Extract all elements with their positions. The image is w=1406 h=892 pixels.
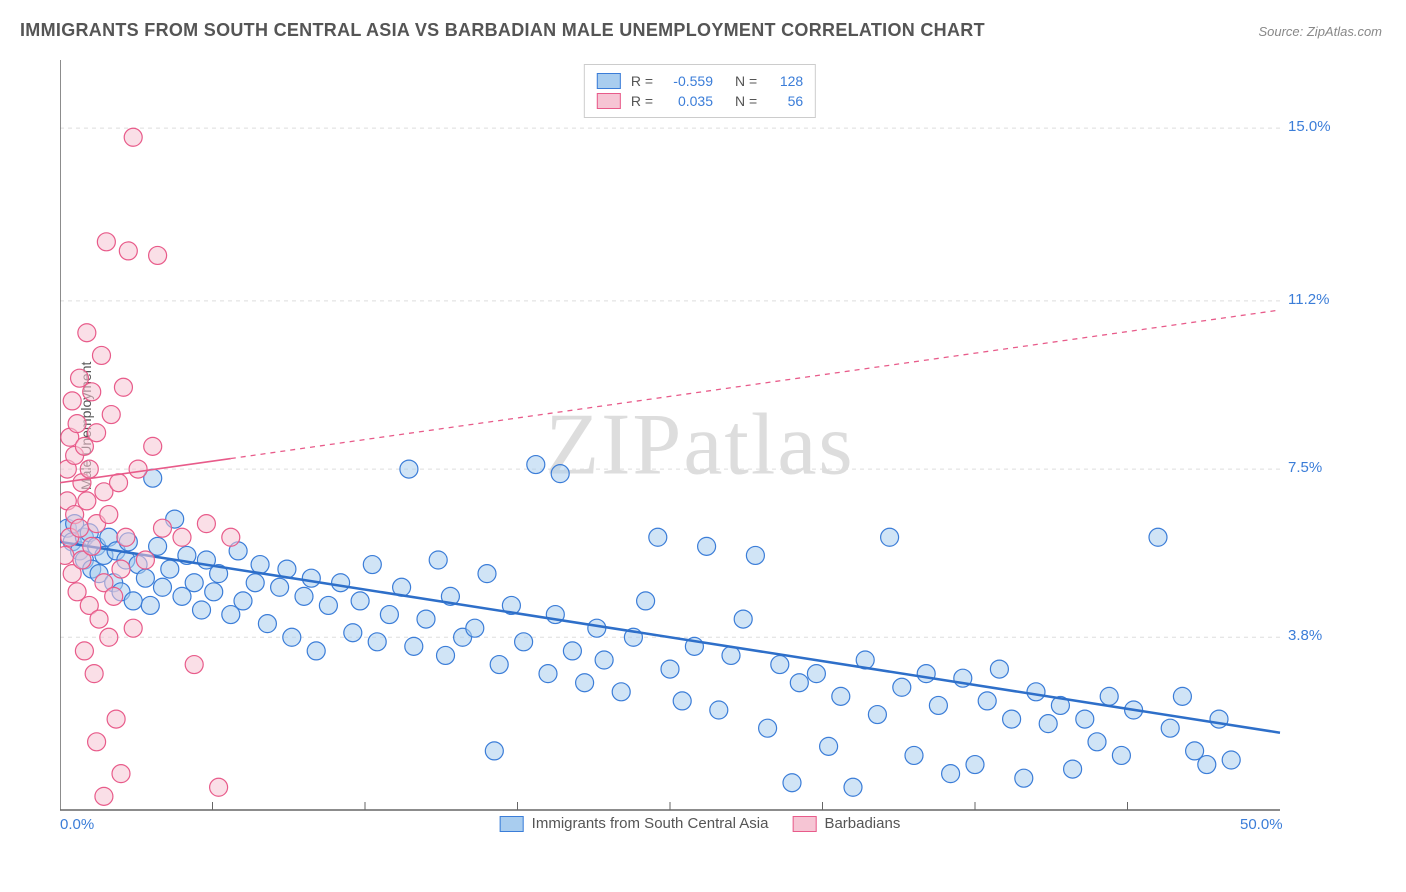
legend-stats-box: R = -0.559 N = 128 R = 0.035 N = 56: [584, 64, 816, 118]
y-tick-label: 15.0%: [1288, 118, 1331, 135]
r-value: 0.035: [663, 93, 713, 109]
chart-area: Male Unemployment ZIPatlas R =-0.559N =1…: [60, 60, 1340, 840]
legend-item: Immigrants from South Central Asia: [500, 815, 769, 832]
legend-swatch: [792, 816, 816, 832]
scatter-plot: [60, 60, 1340, 840]
legend-stats-row: R = 0.035 N = 56: [597, 91, 803, 111]
legend-item: Barbadians: [792, 815, 900, 832]
n-label: N =: [735, 73, 757, 89]
legend-swatch: [597, 93, 621, 109]
y-tick-label: 11.2%: [1288, 291, 1329, 308]
legend-label: Immigrants from South Central Asia: [532, 815, 769, 832]
legend-bottom: Immigrants from South Central Asia Barbad…: [500, 815, 901, 832]
r-value: -0.559: [663, 73, 713, 89]
y-tick-label: 3.8%: [1288, 627, 1322, 644]
source-label: Source: ZipAtlas.com: [1258, 24, 1382, 39]
legend-swatch: [597, 73, 621, 89]
n-label: N =: [735, 93, 757, 109]
legend-swatch: [500, 816, 524, 832]
x-tick-label: 50.0%: [1240, 816, 1283, 833]
r-label: R =: [631, 93, 653, 109]
n-value: 128: [767, 73, 803, 89]
y-tick-label: 7.5%: [1288, 459, 1322, 476]
chart-title: IMMIGRANTS FROM SOUTH CENTRAL ASIA VS BA…: [20, 20, 985, 41]
x-tick-label: 0.0%: [60, 816, 94, 833]
n-value: 56: [767, 93, 803, 109]
legend-stats-row: R = -0.559 N = 128: [597, 71, 803, 91]
r-label: R =: [631, 73, 653, 89]
legend-label: Barbadians: [824, 815, 900, 832]
